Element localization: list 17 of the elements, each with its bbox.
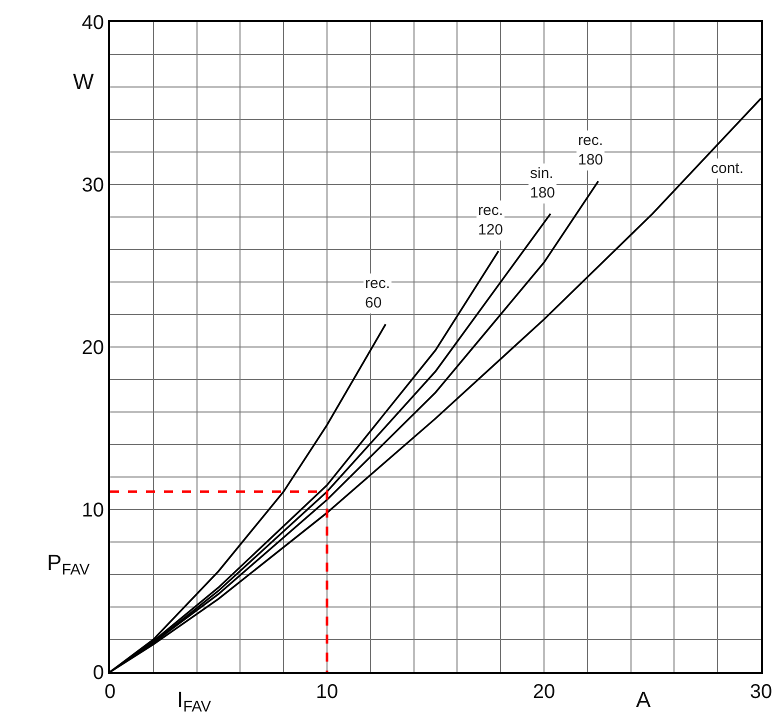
y-tick-label: 10	[82, 500, 104, 522]
series-label: rec. 120	[478, 202, 504, 238]
y-axis-title: P$_{FAV}$	[47, 550, 90, 579]
y-tick-label: 20	[82, 337, 104, 359]
y-tick-label: 30	[82, 174, 104, 196]
series-label: sin. 180	[530, 165, 556, 202]
text: A	[636, 687, 651, 712]
x-axis-title: I$_{FAV}$	[177, 687, 212, 716]
series-label: cont.	[711, 160, 744, 177]
x-tick-label: 20	[532, 681, 556, 703]
x-tick-label: 30	[750, 681, 772, 703]
series-label: rec. 60	[365, 275, 390, 312]
y-tick-label: 0	[92, 662, 104, 684]
x-tick-label: 10	[316, 681, 338, 703]
text: W	[73, 69, 94, 94]
series-label: rec. 180	[578, 132, 604, 168]
y-tick-label: 40	[82, 12, 104, 34]
